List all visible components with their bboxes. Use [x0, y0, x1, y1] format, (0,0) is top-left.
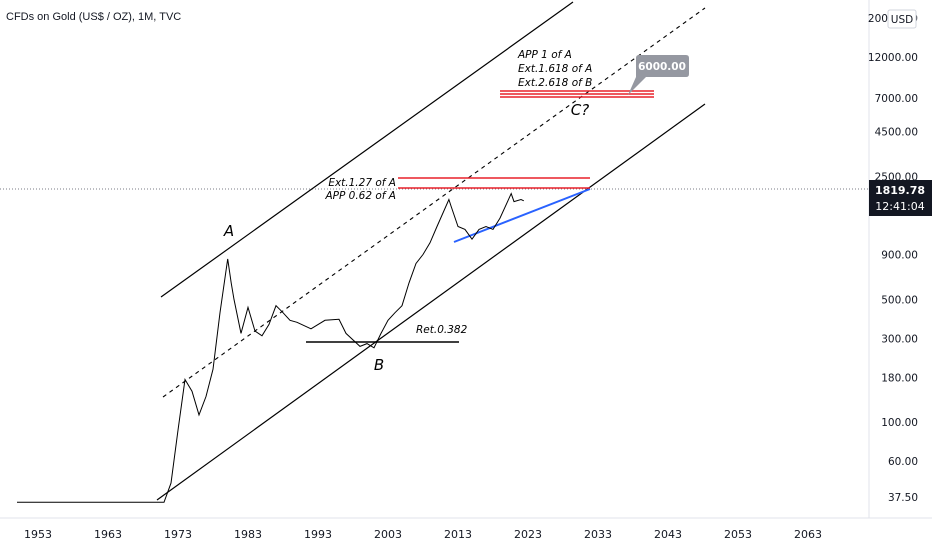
time-tick-label: 1953 — [24, 528, 52, 541]
target-label-2: Ext.1.618 of A — [518, 63, 592, 75]
price-tick-label: 37.50 — [888, 492, 918, 504]
blue-trendline[interactable] — [453, 188, 591, 243]
currency-badge[interactable] — [887, 9, 917, 29]
channel-upper-line[interactable] — [160, 1, 574, 298]
price-axis[interactable]: 20000.0012000.007000.004500.002500.00900… — [868, 13, 918, 504]
time-tick-label: 1983 — [234, 528, 262, 541]
wave-label-c: C? — [571, 101, 589, 119]
wave-label-b: B — [374, 356, 384, 374]
chart-title: CFDs on Gold (US$ / OZ), 1M, TVC — [6, 11, 181, 23]
time-tick-label: 2043 — [654, 528, 682, 541]
current-price-value: 1819.78 — [875, 184, 925, 197]
price-tick-label: 900.00 — [881, 250, 918, 262]
price-series-line — [17, 192, 525, 503]
price-tick-label: 500.00 — [881, 294, 918, 306]
time-tick-label: 1993 — [304, 528, 332, 541]
price-tick-label: 12000.00 — [868, 52, 918, 64]
target-label-1: APP 1 of A — [517, 49, 572, 61]
price-tick-label: 4500.00 — [875, 127, 918, 139]
current-price-tag — [869, 180, 932, 216]
time-tick-label: 1973 — [164, 528, 192, 541]
target-label-3: Ext.2.618 of B — [518, 77, 592, 89]
channel-lower-line[interactable] — [156, 103, 706, 501]
time-tick-label: 1963 — [94, 528, 122, 541]
price-tick-label: 60.00 — [888, 456, 918, 468]
time-tick-label: 2003 — [374, 528, 402, 541]
channel-mid-line[interactable] — [162, 7, 706, 398]
retracement-label: Ret.0.382 — [416, 324, 468, 336]
currency-label: USD — [891, 14, 913, 26]
price-tick-label: 300.00 — [881, 333, 918, 345]
time-tick-label: 2053 — [724, 528, 752, 541]
time-axis[interactable]: 1953 1963 1973 1983 1993 2003 2013 2023 2033 2043… — [24, 528, 822, 541]
time-tick-label: 2033 — [584, 528, 612, 541]
target-price-label: 6000.00 — [638, 61, 686, 73]
time-tick-label: 2013 — [444, 528, 472, 541]
target-price-callout[interactable] — [628, 55, 689, 95]
ext-127-label: Ext.1.27 of A — [328, 177, 396, 189]
price-tick-label: 180.00 — [881, 372, 918, 384]
price-tick-label: 7000.00 — [875, 93, 918, 105]
time-tick-label: 2023 — [514, 528, 542, 541]
time-tick-label: 2063 — [794, 528, 822, 541]
countdown-timer: 12:41:04 — [875, 200, 924, 213]
app-062-label: APP 0.62 of A — [324, 190, 396, 202]
price-tick-label: 100.00 — [881, 417, 918, 429]
wave-label-a: A — [223, 222, 234, 240]
